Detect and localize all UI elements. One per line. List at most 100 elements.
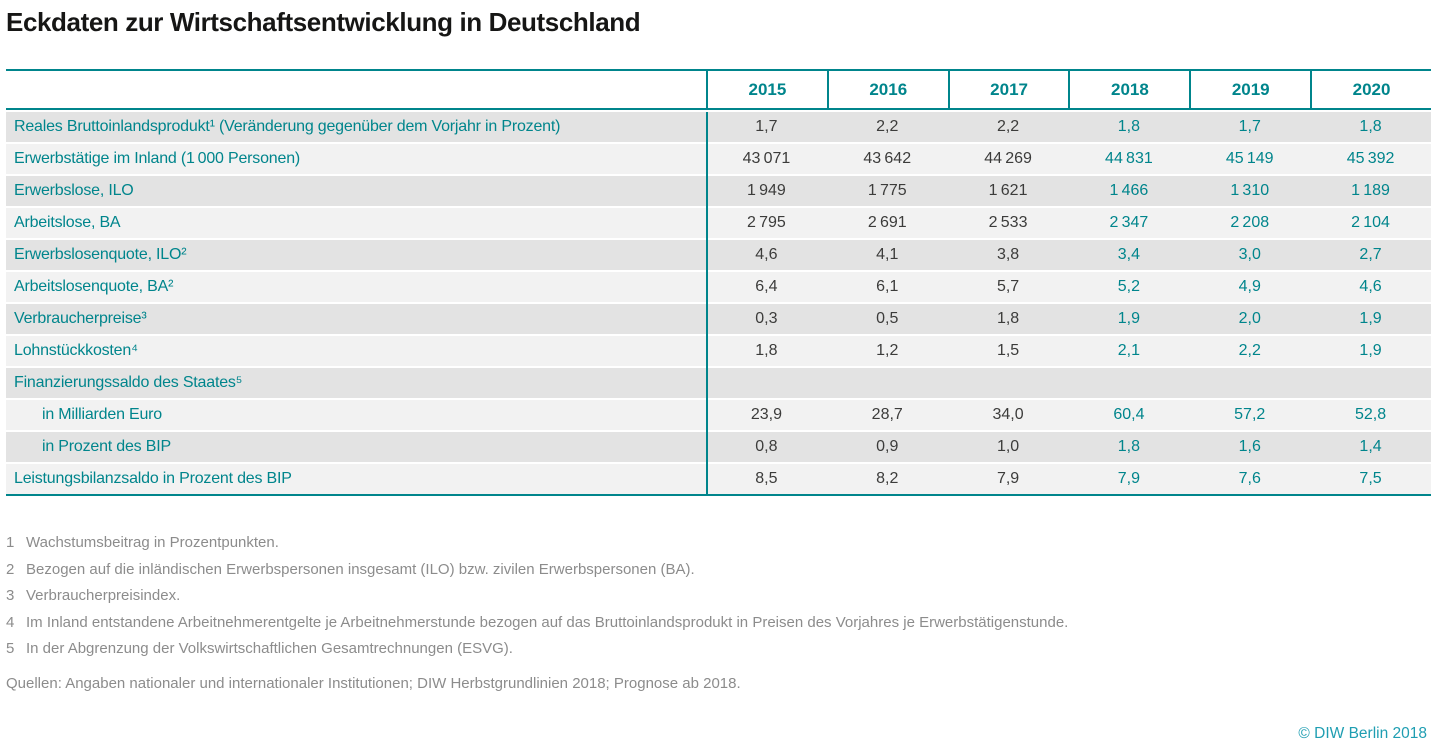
cell-2018: 1,8 <box>1117 438 1141 455</box>
cell-2016: 1 775 <box>867 182 907 199</box>
year-header-2019: 2019 <box>1189 71 1310 108</box>
footnote-text: Verbraucherpreisindex. <box>26 587 181 604</box>
cell-2017: 7,9 <box>996 470 1020 487</box>
row-label: Erwerbslose, ILO <box>14 182 134 199</box>
cell-2019: 7,6 <box>1238 470 1261 487</box>
cell-2020: 7,5 <box>1359 470 1382 487</box>
table-body: Reales Bruttoinlandsprodukt¹ (Veränderun… <box>6 112 1431 496</box>
cell-2016: 43 642 <box>863 150 912 167</box>
cell-2020: 1,8 <box>1359 118 1382 135</box>
table-row-reales-bip: Reales Bruttoinlandsprodukt¹ (Veränderun… <box>6 112 1431 142</box>
cell-2017: 44 269 <box>984 150 1032 167</box>
row-label: Reales Bruttoinlandsprodukt¹ (Veränderun… <box>14 118 561 135</box>
table-row-finanzierungssaldo: Finanzierungssaldo des Staates⁵ <box>6 368 1431 398</box>
table-row-leistungsbilanzsaldo: Leistungsbilanzsaldo in Prozent des BIP … <box>6 464 1431 494</box>
cell-2019: 45 149 <box>1225 150 1274 167</box>
year-header-2020: 2020 <box>1310 71 1431 108</box>
cell-2017: 34,0 <box>992 406 1024 423</box>
cell-2018: 2,1 <box>1117 342 1141 359</box>
cell-2015: 8,5 <box>755 470 778 487</box>
cell-2020: 52,8 <box>1354 406 1387 423</box>
cell-2019: 4,9 <box>1238 278 1261 295</box>
footnote-marker: 3 <box>6 587 15 604</box>
table-row-erwerbslose-ilo: Erwerbslose, ILO 1 949 1 775 1 621 1 466… <box>6 176 1431 206</box>
cell-2016: 1,2 <box>876 342 899 359</box>
cell-2020: 2 104 <box>1351 214 1390 231</box>
cell-2015: 4,6 <box>755 246 778 263</box>
cell-2017: 1,8 <box>996 310 1020 327</box>
cell-2016: 2 691 <box>867 214 907 231</box>
footnotes: 1 Wachstumsbeitrag in Prozentpunkten. 2 Be… <box>6 530 1431 663</box>
cell-2020: 1,9 <box>1359 310 1382 327</box>
cell-2016: 0,5 <box>876 310 899 327</box>
cell-2015: 6,4 <box>755 278 778 295</box>
row-label: Verbraucherpreise³ <box>14 310 147 327</box>
cell-2019: 1,7 <box>1238 118 1261 135</box>
table-row-erwerbslosenquote-ilo: Erwerbslosenquote, ILO² 4,6 4,1 3,8 3,4 … <box>6 240 1431 270</box>
cell-2020: 1 189 <box>1351 182 1390 199</box>
year-header-2015: 2015 <box>706 71 827 108</box>
page-title: Eckdaten zur Wirtschaftsentwicklung in D… <box>6 7 641 37</box>
footnote-text: Bezogen auf die inländischen Erwerbspers… <box>26 560 695 578</box>
economic-data-table: 2015 2016 2017 2018 2019 2020 Reales Bru… <box>6 69 1431 496</box>
cell-2019: 3,0 <box>1238 246 1261 263</box>
table-row-saldo-prozent-bip: in Prozent des BIP 0,8 0,9 1,0 1,8 1,6 1… <box>6 432 1431 462</box>
cell-2016: 8,2 <box>876 470 899 487</box>
footnote-marker: 5 <box>6 640 15 657</box>
footnote-marker: 4 <box>6 613 15 631</box>
cell-2020: 4,6 <box>1359 278 1382 295</box>
cell-2018: 5,2 <box>1117 278 1141 295</box>
footnote-2: 2 Bezogen auf die inländischen Erwerbsper… <box>6 557 1431 584</box>
cell-2015: 1,7 <box>755 118 778 135</box>
cell-2018: 7,9 <box>1117 470 1141 487</box>
cell-2020: 2,7 <box>1359 246 1382 263</box>
cell-2018: 1 466 <box>1109 182 1149 199</box>
cell-2019: 2,0 <box>1238 310 1261 327</box>
table-header-row: 2015 2016 2017 2018 2019 2020 <box>6 69 1431 110</box>
row-label: Leistungsbilanzsaldo in Prozent des BIP <box>14 470 292 487</box>
cell-2015: 0,3 <box>755 310 778 327</box>
page: Eckdaten zur Wirtschaftsentwicklung in D… <box>0 6 1437 751</box>
row-label: Finanzierungssaldo des Staates⁵ <box>14 374 243 391</box>
cell-2015: 0,8 <box>755 438 778 455</box>
cell-2015: 43 071 <box>742 150 791 167</box>
cell-2017: 1,5 <box>996 342 1020 359</box>
cell-2015: 2 795 <box>747 214 786 231</box>
cell-2018: 1,8 <box>1117 118 1141 135</box>
cell-2018: 2 347 <box>1109 214 1149 231</box>
year-header-2018: 2018 <box>1068 71 1189 108</box>
header-empty-cell <box>6 71 706 108</box>
footnote-marker: 2 <box>6 560 15 578</box>
cell-2019: 1 310 <box>1230 182 1270 199</box>
row-label: in Milliarden Euro <box>42 406 163 423</box>
cell-2017: 3,8 <box>996 246 1020 263</box>
table-row-saldo-milliarden-euro: in Milliarden Euro 23,9 28,7 34,0 60,4 5… <box>6 400 1431 430</box>
cell-2015: 1 949 <box>747 182 786 199</box>
cell-2017: 2 533 <box>988 214 1028 231</box>
cell-2018: 44 831 <box>1105 150 1153 167</box>
footnote-marker: 1 <box>6 534 15 551</box>
footnote-1: 1 Wachstumsbeitrag in Prozentpunkten. <box>6 530 1431 557</box>
footnote-text: Wachstumsbeitrag in Prozentpunkten. <box>26 534 279 551</box>
copyright-notice: © DIW Berlin 2018 <box>1298 725 1427 742</box>
source-line: Quellen: Angaben nationaler und internat… <box>6 674 741 692</box>
cell-2020: 1,4 <box>1359 438 1382 455</box>
cell-2016: 4,1 <box>876 246 899 263</box>
cell-2015: 1,8 <box>755 342 778 359</box>
footnote-4: 4 Im Inland entstandene Arbeitnehmerentge… <box>6 610 1431 637</box>
cell-2016: 28,7 <box>871 406 903 423</box>
footnote-5: 5 In der Abgrenzung der Volkswirtschaftli… <box>6 636 1431 663</box>
footnote-text: Im Inland entstandene Arbeitnehmerentgel… <box>26 613 1069 631</box>
row-label: Arbeitslosenquote, BA² <box>14 278 174 295</box>
cell-2016: 6,1 <box>876 278 899 295</box>
cell-2018: 1,9 <box>1117 310 1141 327</box>
cell-2020: 45 392 <box>1346 150 1395 167</box>
year-header-2017: 2017 <box>947 71 1069 108</box>
table-row-arbeitslosenquote-ba: Arbeitslosenquote, BA² 6,4 6,1 5,7 5,2 4… <box>6 272 1431 302</box>
row-label: Lohnstückkosten⁴ <box>14 342 138 359</box>
table-row-lohnstueckkosten: Lohnstückkosten⁴ 1,8 1,2 1,5 2,1 2,2 1,9 <box>6 336 1431 366</box>
row-label: in Prozent des BIP <box>42 438 171 455</box>
footnote-3: 3 Verbraucherpreisindex. <box>6 583 1431 610</box>
cell-2018: 3,4 <box>1117 246 1141 263</box>
table-row-verbraucherpreise: Verbraucherpreise³ 0,3 0,5 1,8 1,9 2,0 1… <box>6 304 1431 334</box>
